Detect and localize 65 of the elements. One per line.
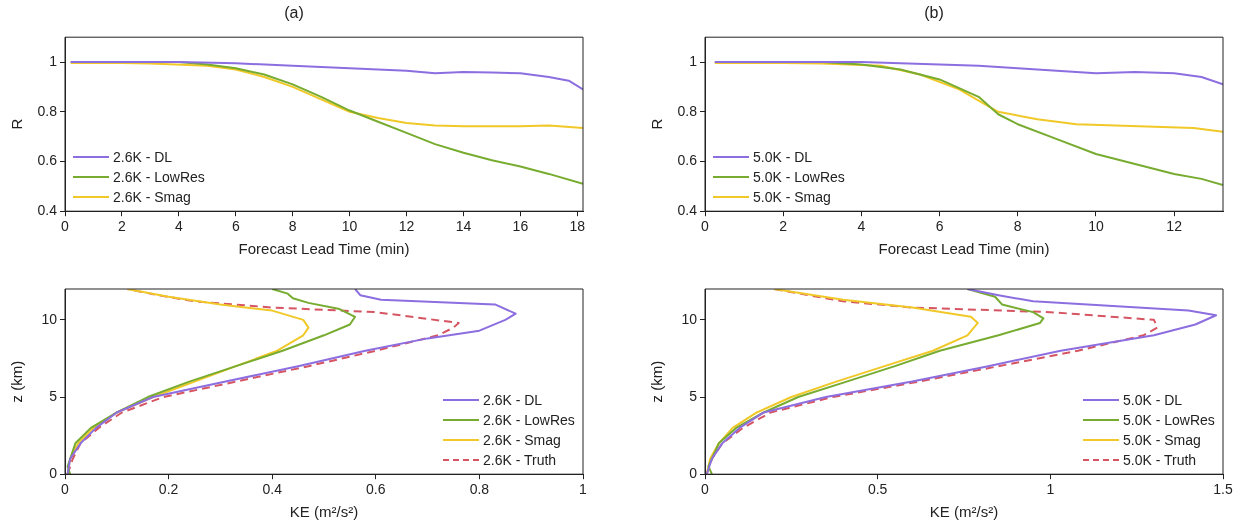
y-axis-title: z (km) — [648, 360, 666, 403]
x-tick-label: 0.6 — [366, 481, 386, 498]
x-tick-label: 4 — [174, 218, 183, 235]
legend-label: 5.0K - DL — [753, 148, 813, 168]
x-tick-label: 16 — [512, 218, 529, 235]
legend-label: 2.6K - Truth — [483, 451, 557, 471]
x-tick-label: 6 — [935, 218, 944, 235]
x-axis-title: Forecast Lead Time (min) — [878, 240, 1050, 258]
legend-label: 5.0K - LowRes — [753, 168, 845, 188]
y-axis-title: R — [8, 118, 26, 130]
legend-label: 2.6K - LowRes — [113, 168, 205, 188]
x-tick-label: 18 — [569, 218, 586, 235]
x-tick-label: 0 — [701, 481, 710, 498]
y-tick-label: 0 — [49, 465, 58, 482]
x-axis-title: KE (m²/s²) — [289, 503, 359, 521]
y-tick-label: 0.4 — [37, 202, 58, 219]
x-axis-title: KE (m²/s²) — [929, 503, 999, 521]
x-tick-label: 10 — [1088, 218, 1104, 235]
x-tick-label: 0.2 — [158, 481, 179, 498]
legend-label: 5.0K - Smag — [1123, 431, 1201, 451]
legend-label: 2.6K - LowRes — [483, 411, 575, 431]
x-tick-label: 0 — [61, 218, 70, 235]
legend-label: 2.6K - DL — [483, 391, 543, 411]
legend-label: 5.0K - LowRes — [1123, 411, 1215, 431]
legend-label: 2.6K - Smag — [113, 188, 191, 208]
x-tick-label: 12 — [398, 218, 415, 235]
x-tick-label: 12 — [1166, 218, 1183, 235]
y-tick-label: 0.6 — [37, 152, 58, 169]
legend-label: 5.0K - Truth — [1123, 451, 1197, 471]
legend-label: 2.6K - DL — [113, 148, 173, 168]
y-tick-label: 0.8 — [677, 102, 698, 119]
y-tick-label: 0.6 — [677, 152, 698, 169]
legend-label: 5.0K - Smag — [753, 188, 831, 208]
x-tick-label: 4 — [857, 218, 866, 235]
x-tick-label: 8 — [1013, 218, 1022, 235]
x-tick-label: 0 — [61, 481, 70, 498]
x-tick-label: 0.5 — [867, 481, 888, 498]
x-tick-label: 14 — [455, 218, 472, 235]
x-tick-label: 1 — [579, 481, 588, 498]
y-tick-label: 1 — [689, 52, 698, 69]
y-tick-label: 5 — [689, 387, 698, 404]
chart-title: (a) — [284, 4, 304, 22]
y-tick-label: 1 — [49, 52, 58, 69]
x-tick-label: 1 — [1046, 481, 1055, 498]
y-tick-label: 10 — [681, 310, 698, 327]
x-tick-label: 10 — [341, 218, 358, 235]
legend-label: 2.6K - Smag — [483, 431, 561, 451]
x-tick-label: 2 — [779, 218, 788, 235]
x-tick-label: 8 — [288, 218, 297, 235]
y-tick-label: 0.4 — [677, 202, 698, 219]
x-tick-label: 0.4 — [262, 481, 283, 498]
x-tick-label: 6 — [231, 218, 240, 235]
y-tick-label: 0.8 — [37, 102, 58, 119]
x-tick-label: 1.5 — [1213, 481, 1233, 498]
y-tick-label: 0 — [689, 465, 698, 482]
x-tick-label: 0.8 — [469, 481, 490, 498]
y-axis-title: R — [648, 118, 666, 130]
y-tick-label: 5 — [49, 387, 58, 404]
y-axis-title: z (km) — [8, 360, 26, 403]
chart-title: (b) — [924, 4, 944, 22]
y-tick-label: 10 — [41, 310, 58, 327]
x-tick-label: 2 — [118, 218, 127, 235]
x-axis-title: Forecast Lead Time (min) — [238, 240, 410, 258]
legend-label: 5.0K - DL — [1123, 391, 1183, 411]
x-tick-label: 0 — [701, 218, 710, 235]
